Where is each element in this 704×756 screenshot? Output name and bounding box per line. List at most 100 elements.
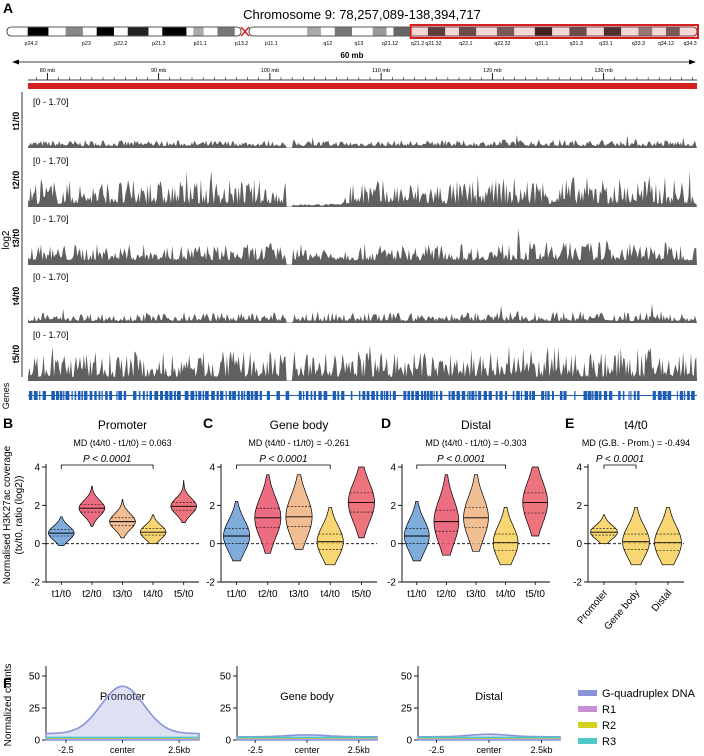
gene-block xyxy=(138,391,141,400)
y-tick-label: -2 xyxy=(387,578,396,589)
gene-block xyxy=(420,391,424,400)
violin-y-label-2: (tx/t0, ratio (log2)) xyxy=(14,476,25,555)
gene-block xyxy=(429,391,433,400)
band-label-q21.32: q21.32 xyxy=(425,41,441,47)
profile-x-tick-label: center xyxy=(294,745,319,755)
panel-letter-E: E xyxy=(565,415,574,431)
sig-bracket-B xyxy=(60,464,154,469)
profile-x-tick-label: -2.5 xyxy=(247,745,263,755)
x-tick-label: t1/t0 xyxy=(52,589,72,600)
x-tick-label: t1/t0 xyxy=(407,589,427,600)
ideogram-band-2 xyxy=(96,27,114,36)
gene-block xyxy=(29,391,33,400)
profile-y-tick-label: 25 xyxy=(401,704,413,715)
violin-C-t1/t0 xyxy=(223,501,251,562)
p-value-E: P < 0.0001 xyxy=(596,454,644,465)
scale-arrow-left xyxy=(12,59,19,65)
gene-block xyxy=(662,391,667,400)
violin-panel-D: D Distal MD (t4/t0 - t1/t0) = -0.303 -2 0 2 4 t… xyxy=(381,415,550,600)
gene-block xyxy=(545,391,547,400)
violin-B-t5/t0 xyxy=(170,480,197,523)
gene-block xyxy=(505,391,508,400)
gene-block xyxy=(516,391,520,400)
gene-block xyxy=(241,391,243,400)
gene-block xyxy=(313,391,316,400)
violin-panel-B: B Promoter MD (t4/t0 - t1/t0) = 0.063 -2 0 2 4… xyxy=(3,415,199,600)
gene-block xyxy=(298,391,302,400)
profile-y-tick-label: 25 xyxy=(29,704,41,715)
profile-panel-1: Gene body 0 25 50 -2.5 center 2.5kb xyxy=(220,666,378,755)
gene-block xyxy=(403,391,407,400)
profile-title-0: Promoter xyxy=(100,691,146,703)
violin-D-t2/t0 xyxy=(433,474,460,556)
gene-block xyxy=(337,391,340,400)
gene-block xyxy=(232,391,236,400)
panel-letter-B: B xyxy=(3,415,13,431)
violin-D-t3/t0 xyxy=(463,474,489,552)
gene-block xyxy=(65,391,70,400)
band-label-q22.32: q22.32 xyxy=(494,41,510,47)
gene-block xyxy=(407,391,411,400)
gene-block xyxy=(109,391,113,400)
x-tick-label: t5/t0 xyxy=(352,589,372,600)
gene-block xyxy=(305,391,309,400)
gene-block xyxy=(469,391,471,400)
gene-block xyxy=(160,391,163,400)
gene-block xyxy=(341,391,345,400)
y-tick-label: 0 xyxy=(209,539,215,550)
violin-B-t2/t0 xyxy=(78,485,106,527)
band-label-p24.2: p24.2 xyxy=(25,41,38,47)
gene-block xyxy=(259,391,262,400)
gene-block xyxy=(467,391,469,400)
ideogram-band-9 xyxy=(372,27,387,36)
ruler-label: 90 mb xyxy=(151,68,166,74)
band-label-q31.1: q31.1 xyxy=(535,41,548,47)
y-tick-label: 0 xyxy=(390,539,396,550)
gene-block xyxy=(318,391,322,400)
y-tick-label: -2 xyxy=(573,578,582,589)
ideogram-band-4 xyxy=(162,27,187,36)
gene-block xyxy=(77,391,81,400)
panel-title-B: Promoter xyxy=(98,418,147,432)
gene-block xyxy=(205,391,209,400)
gene-block xyxy=(105,391,108,400)
violin-B-t1/t0 xyxy=(48,516,75,546)
y-tick-label: 0 xyxy=(576,539,582,550)
gene-block xyxy=(56,391,60,400)
gene-block xyxy=(448,391,451,400)
gene-block xyxy=(173,391,176,400)
gene-block xyxy=(411,391,414,400)
gene-block xyxy=(531,391,536,400)
ruler-label: 130 mb xyxy=(594,68,612,74)
gene-block xyxy=(478,391,482,400)
ideogram-band-15 xyxy=(569,27,587,36)
gene-block xyxy=(652,391,656,400)
gene-block xyxy=(237,391,240,400)
track-signal-3 xyxy=(28,229,697,265)
profile-panel-2: Distal 0 25 50 -2.5 center 2.5kb xyxy=(401,666,561,755)
gene-block xyxy=(471,391,475,400)
gene-block xyxy=(559,391,563,400)
gene-block xyxy=(609,391,613,400)
ideogram-band-3 xyxy=(127,27,149,36)
gene-block xyxy=(574,391,576,400)
gene-block xyxy=(184,391,189,400)
gene-block xyxy=(389,391,392,400)
band-label-q12: q12 xyxy=(323,41,332,47)
gene-block xyxy=(483,391,488,400)
x-tick-label: t4/t0 xyxy=(320,589,340,600)
ideogram-band-0 xyxy=(27,27,49,36)
legend-label-G-quadruplex DNA: G-quadruplex DNA xyxy=(602,688,696,700)
gene-block xyxy=(657,391,662,400)
track-name-2: t2/t0 xyxy=(11,171,21,190)
p-value-D: P < 0.0001 xyxy=(437,454,485,465)
band-label-q34.12: q34.12 xyxy=(658,41,674,47)
gene-block xyxy=(451,391,455,400)
gene-block xyxy=(392,391,396,400)
p-value-C: P < 0.0001 xyxy=(259,454,307,465)
y-tick-label: 0 xyxy=(34,539,40,550)
gene-block xyxy=(439,391,443,400)
x-tick-label: t1/t0 xyxy=(227,589,247,600)
y-tick-label: 2 xyxy=(209,501,215,512)
band-label-p22.2: p22.2 xyxy=(114,41,127,47)
